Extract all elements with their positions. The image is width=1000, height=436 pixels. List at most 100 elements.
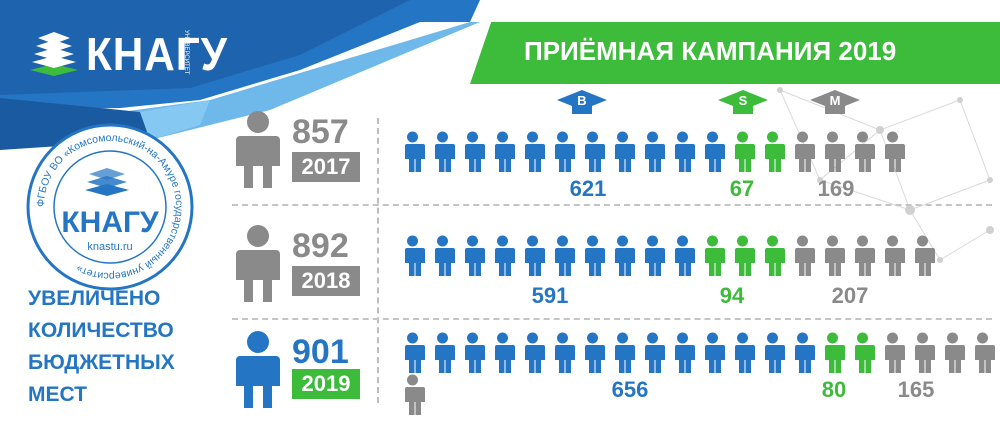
tagline-line-3: БЮДЖЕТНЫХ [28,351,175,374]
bachelor-count-2019: 656 [611,377,649,402]
specialist-person-icon [732,235,755,276]
master-person-icon [882,235,905,276]
bachelor-person-icon [462,131,485,172]
total-2018: 892 [292,227,349,265]
specialist-count-2018: 94 [719,283,745,308]
bachelor-person-icon [732,332,755,373]
bachelor-person-icon [672,332,695,373]
bachelor-person-icon [552,235,575,276]
master-badge-label: M [830,93,841,108]
master-person-icon [792,131,815,172]
person-icon-2019 [236,331,280,408]
bachelor-person-icon [642,332,665,373]
bachelor-person-icon [402,235,425,276]
bachelor-count-2017: 621 [569,176,607,201]
seal-books-icon [85,168,129,196]
master-person-icon [852,131,875,172]
year-2017: 2017 [292,152,360,182]
row-divider-1 [232,204,992,206]
bachelor-person-icon [702,131,725,172]
specialist-person-icon [762,131,785,172]
master-person-icon [822,131,845,172]
tagline-line-4: МЕСТ [28,383,87,406]
title-banner [470,22,1000,84]
bachelor-person-icon [642,131,665,172]
master-person-icon [942,332,965,373]
person-icon-2018 [236,225,280,302]
master-person-icon [852,235,875,276]
tagline: УВЕЛИЧЕНО КОЛИЧЕСТВО БЮДЖЕТНЫХ МЕСТ [28,283,218,411]
row-divider-2 [232,318,992,320]
bachelor-person-icon [612,332,635,373]
bachelor-person-icon [432,131,455,172]
tagline-line-1: УВЕЛИЧЕНО [28,287,161,310]
university-seal: ФГБОУ ВО «Комсомольский-на-Амуре государ… [26,123,194,291]
master-badge: M [810,90,860,114]
bachelor-person-icon [642,235,665,276]
specialist-badge-label: S [739,93,748,108]
bachelor-person-icon [582,131,605,172]
network-decoration [777,87,994,263]
logo-text: КНАГУ [86,28,228,80]
master-person-icon [882,332,905,373]
specialist-person-icon [762,235,785,276]
bachelor-badge-label: B [577,93,586,108]
bachelor-person-icon [552,131,575,172]
bachelor-person-icon [402,131,425,172]
people-row-2017 [398,131,908,173]
bachelor-person-icon [522,332,545,373]
bachelor-person-icon [762,332,785,373]
bachelor-person-icon [432,332,455,373]
bachelor-person-icon [522,131,545,172]
seal-url: knastu.ru [87,241,132,253]
banner-title: ПРИЁМНАЯ КАМПАНИЯ 2019 [524,36,897,66]
master-count-2018: 207 [831,283,869,308]
bachelor-person-icon [612,235,635,276]
bachelor-person-icon [492,131,515,172]
bachelor-person-icon [462,332,485,373]
person-icon-2017 [236,111,280,188]
bachelor-person-icon [672,235,695,276]
master-person-icon [822,235,845,276]
master-person-icon [882,131,905,172]
year-2019: 2019 [292,369,360,399]
people-row-2018 [398,235,938,277]
master-person-icon [972,332,995,373]
specialist-count-2017: 67 [729,176,755,201]
year-2018: 2018 [292,266,360,296]
specialist-badge: S [718,90,768,114]
specialist-person-icon [852,332,875,373]
bachelor-person-icon [552,332,575,373]
bachelor-person-icon [672,131,695,172]
master-count-2019: 165 [897,377,935,402]
master-person-icon [912,332,935,373]
bachelor-person-icon [702,332,725,373]
bachelor-badge: B [557,90,607,114]
people-row-2019 [398,332,1000,416]
master-person-icon [402,374,425,415]
bachelor-person-icon [522,235,545,276]
logo-subtext: УНИВЕРСИТЕТ [183,30,189,75]
specialist-person-icon [822,332,845,373]
bachelor-person-icon [492,235,515,276]
master-person-icon [792,235,815,276]
specialist-count-2019: 80 [821,377,847,402]
bachelor-person-icon [492,332,515,373]
bachelor-person-icon [612,131,635,172]
tagline-line-2: КОЛИЧЕСТВО [28,319,174,342]
bachelor-person-icon [582,235,605,276]
vertical-divider [377,118,379,403]
bachelor-person-icon [462,235,485,276]
specialist-person-icon [702,235,725,276]
logo-icon [30,32,78,76]
seal-center-text: КНАГУ [61,206,159,239]
bachelor-person-icon [432,235,455,276]
master-count-2017: 169 [817,176,855,201]
master-person-icon [912,235,935,276]
bachelor-person-icon [582,332,605,373]
bachelor-person-icon [402,332,425,373]
total-2019: 901 [292,333,349,371]
bachelor-person-icon [792,332,815,373]
specialist-person-icon [732,131,755,172]
